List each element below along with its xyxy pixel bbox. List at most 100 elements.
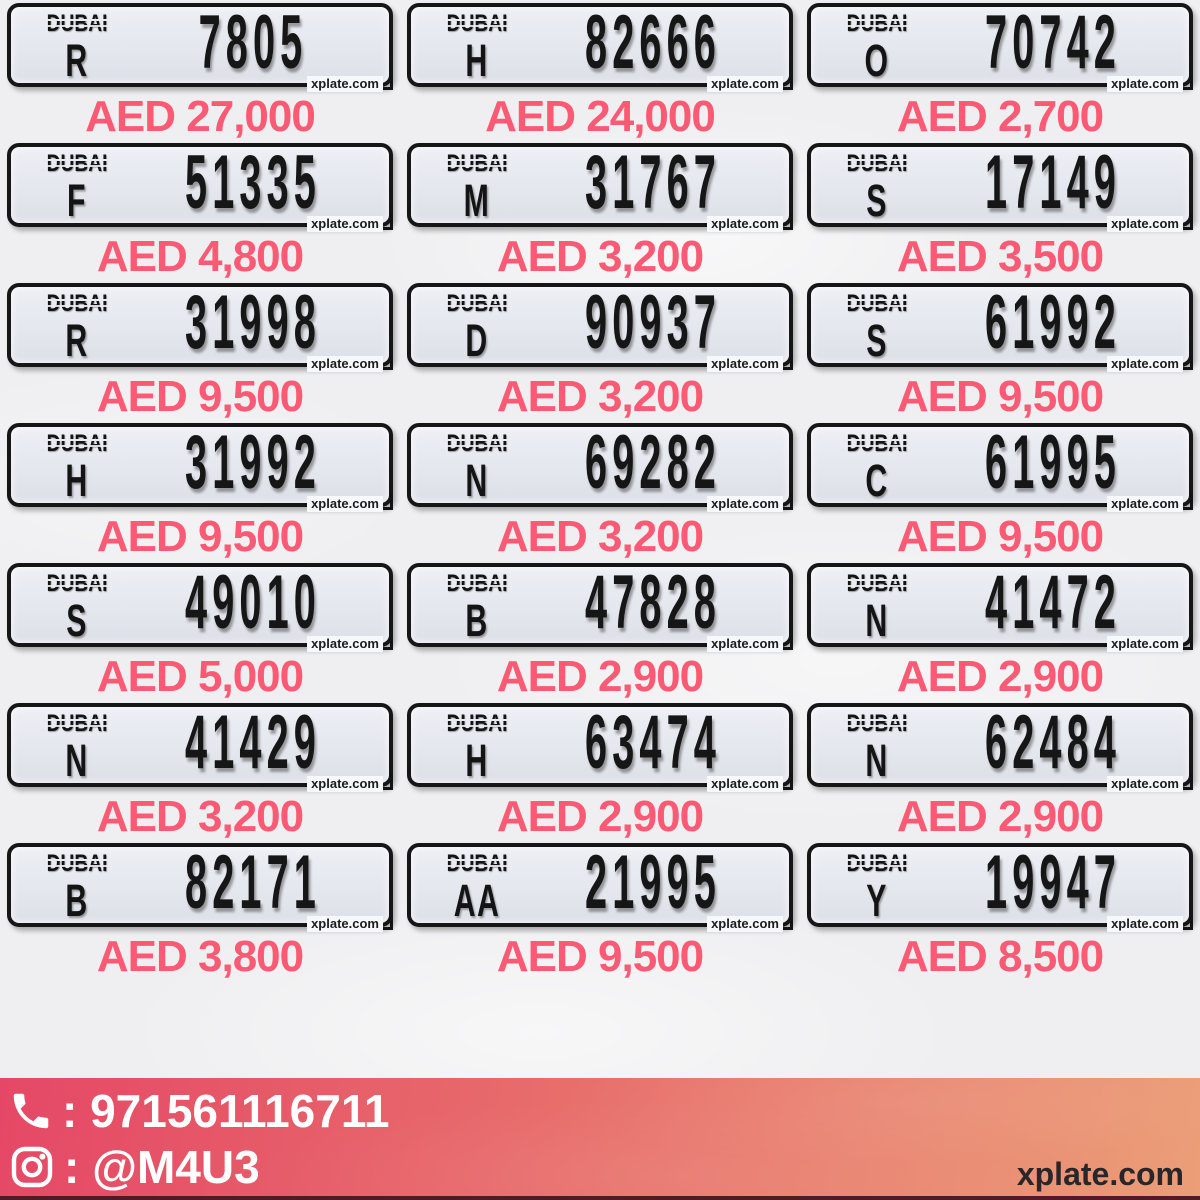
plate-number: 61992 — [985, 281, 1121, 366]
plate-left-block: DUBAI AA — [429, 850, 525, 926]
instagram-contact-row: : @M4U3 — [8, 1140, 260, 1194]
plate-left-block: DUBAI F — [29, 150, 125, 226]
xplate-watermark: xplate.com — [661, 354, 793, 372]
plate-left-block: DUBAI C — [829, 430, 925, 506]
plate-number: 82666 — [585, 1, 721, 86]
plate-number: 62484 — [985, 701, 1121, 786]
xplate-watermark: xplate.com — [1061, 774, 1193, 792]
price-label: AED 2,900 — [496, 792, 704, 841]
dubai-emirate-logo: DUBAI — [843, 150, 911, 177]
plate-listing: DUBAI S 49010 xplate.com AED 5,000 — [0, 560, 400, 700]
price-label: AED 3,800 — [96, 932, 304, 981]
xplate-watermark: xplate.com — [261, 74, 393, 92]
plate-number: 31992 — [185, 421, 321, 506]
price-label: AED 3,200 — [496, 232, 704, 281]
dubai-emirate-logo: DUBAI — [443, 710, 511, 737]
dubai-emirate-logo: DUBAI — [43, 290, 111, 317]
plate-listing: DUBAI O 70742 xplate.com AED 2,700 — [800, 0, 1200, 140]
plate-letter-code: AA — [453, 874, 501, 926]
plate-left-block: DUBAI D — [429, 292, 525, 366]
plate-left-block: DUBAI Y — [829, 850, 925, 926]
xplate-watermark: xplate.com — [1061, 494, 1193, 512]
dubai-emirate-logo: DUBAI — [843, 10, 911, 37]
plate-listing: DUBAI R 7805 xplate.com AED 27,000 — [0, 0, 400, 140]
plate-number: 7805 — [198, 1, 308, 86]
dubai-emirate-logo: DUBAI — [843, 850, 911, 877]
plate-letter-code: Y — [866, 874, 888, 926]
dubai-emirate-logo: DUBAI — [43, 710, 111, 737]
plate-letter-code: H — [65, 454, 89, 506]
plate-number: 69282 — [585, 421, 721, 506]
license-plate: DUBAI N 62484 xplate.com — [807, 701, 1193, 792]
plate-number: 21995 — [585, 841, 721, 926]
footer-bottom-strip — [0, 1196, 1200, 1200]
plate-left-block: DUBAI B — [429, 570, 525, 643]
plate-letter-code: C — [865, 454, 889, 506]
plate-left-block: DUBAI H — [429, 12, 525, 86]
license-plate: DUBAI H 82666 xplate.com — [407, 1, 793, 92]
price-label: AED 27,000 — [85, 92, 316, 141]
plate-left-block: DUBAI N — [829, 570, 925, 643]
price-label: AED 2,900 — [896, 792, 1104, 841]
license-plate: DUBAI M 31767 xplate.com — [407, 143, 793, 232]
price-label: AED 9,500 — [896, 512, 1104, 561]
plate-listing: DUBAI R 31998 xplate.com AED 9,500 — [0, 280, 400, 420]
license-plate: DUBAI B 47828 xplate.com — [407, 563, 793, 652]
plate-left-block: DUBAI N — [29, 710, 125, 783]
price-label: AED 5,000 — [96, 652, 304, 701]
plate-listing: DUBAI B 47828 xplate.com AED 2,900 — [400, 560, 800, 700]
plate-listing: DUBAI H 63474 xplate.com AED 2,900 — [400, 700, 800, 840]
phone-icon — [8, 1088, 54, 1134]
plate-letter-code: F — [67, 174, 87, 226]
plate-number: 49010 — [185, 561, 321, 646]
plate-left-block: DUBAI S — [829, 292, 925, 363]
plate-left-block: DUBAI N — [429, 430, 525, 506]
license-plate: DUBAI S 61992 xplate.com — [807, 281, 1193, 372]
plate-letter-code: N — [465, 454, 489, 506]
dubai-emirate-logo: DUBAI — [43, 150, 111, 177]
plate-listing: DUBAI F 51335 xplate.com AED 4,800 — [0, 140, 400, 280]
price-label: AED 9,500 — [896, 372, 1104, 421]
license-plate: DUBAI F 51335 xplate.com — [7, 143, 393, 232]
license-plate: DUBAI C 61995 xplate.com — [807, 423, 1193, 512]
xplate-watermark: xplate.com — [661, 774, 793, 792]
plate-letter-code: H — [465, 34, 489, 86]
price-label: AED 3,200 — [496, 512, 704, 561]
xplate-watermark: xplate.com — [1061, 354, 1193, 372]
plate-letter-code: D — [465, 314, 489, 366]
plate-letter-code: B — [65, 874, 89, 926]
contact-footer: : 971561116711 : @M4U3 xplate.com — [0, 1078, 1200, 1200]
dubai-emirate-logo: DUBAI — [443, 150, 511, 177]
xplate-watermark: xplate.com — [661, 214, 793, 232]
plate-left-block: DUBAI H — [29, 432, 125, 506]
plate-number: 90937 — [585, 281, 721, 366]
plate-letter-code: S — [66, 594, 88, 646]
plate-number: 63474 — [585, 701, 721, 786]
plate-left-block: DUBAI O — [829, 10, 925, 83]
dubai-emirate-logo: DUBAI — [843, 430, 911, 457]
plate-left-block: DUBAI R — [29, 12, 125, 83]
xplate-watermark: xplate.com — [661, 914, 793, 932]
phone-number-text: : 971561116711 — [62, 1085, 390, 1137]
dubai-emirate-logo: DUBAI — [43, 850, 111, 877]
price-label: AED 2,700 — [896, 92, 1104, 141]
plate-left-block: DUBAI R — [29, 290, 125, 366]
plate-left-block: DUBAI H — [429, 710, 525, 786]
plate-listing: DUBAI H 31992 xplate.com AED 9,500 — [0, 420, 400, 560]
dubai-emirate-logo: DUBAI — [443, 570, 511, 597]
price-label: AED 3,500 — [896, 232, 1104, 281]
plate-listing: DUBAI S 17149 xplate.com AED 3,500 — [800, 140, 1200, 280]
plate-letter-code: H — [465, 734, 489, 786]
license-plate: DUBAI H 31992 xplate.com — [7, 421, 393, 512]
dubai-emirate-logo: DUBAI — [443, 430, 511, 457]
license-plate: DUBAI B 82171 xplate.com — [7, 843, 393, 932]
price-label: AED 9,500 — [96, 372, 304, 421]
plate-letter-code: R — [65, 314, 89, 366]
license-plate: DUBAI H 63474 xplate.com — [407, 701, 793, 792]
dubai-emirate-logo: DUBAI — [443, 850, 511, 877]
plate-number: 19947 — [985, 841, 1121, 926]
license-plate: DUBAI S 17149 xplate.com — [807, 143, 1193, 232]
plate-listing: DUBAI AA 21995 xplate.com AED 9,500 — [400, 840, 800, 980]
dubai-emirate-logo: DUBAI — [843, 570, 911, 597]
price-label: AED 3,200 — [96, 792, 304, 841]
